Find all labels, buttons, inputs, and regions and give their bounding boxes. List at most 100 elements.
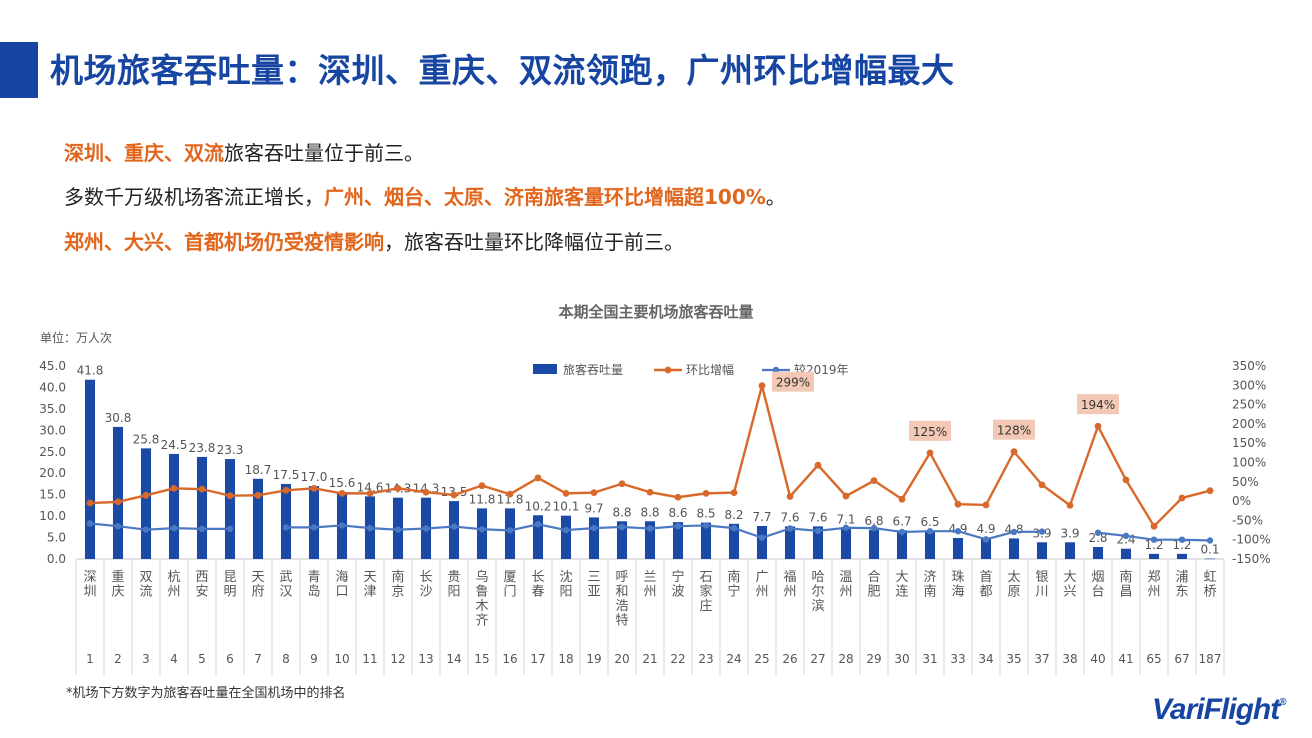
- x-rank-label: 31: [922, 652, 937, 666]
- x-category-label: 府: [251, 585, 264, 600]
- x-rank-label: 41: [1118, 652, 1133, 666]
- bar: [448, 501, 460, 559]
- mom-point: [646, 488, 654, 496]
- bar: [168, 453, 180, 559]
- bar: [1008, 538, 1020, 559]
- x-category-label: 南: [923, 584, 936, 600]
- x-category-label: 庄: [699, 598, 712, 614]
- vs2019-point: [394, 526, 402, 533]
- x-category-label: 重: [111, 569, 124, 585]
- x-rank-label: 33: [950, 652, 965, 666]
- x-category-label: 西: [195, 570, 208, 585]
- bar-value-label: 6.8: [864, 514, 883, 528]
- x-rank-label: 5: [198, 652, 206, 666]
- bar: [644, 521, 656, 559]
- x-rank-label: 2: [114, 652, 122, 666]
- y-right-tick: 200%: [1232, 417, 1266, 431]
- x-category-label: 长: [531, 570, 544, 585]
- x-category-label: 大: [895, 570, 908, 585]
- x-rank-label: 11: [362, 652, 377, 666]
- x-category-label: 合: [867, 570, 880, 585]
- vs2019-point: [702, 522, 710, 529]
- mom-point: [366, 489, 374, 497]
- x-category-label: 长: [419, 570, 432, 585]
- x-category-label: 原: [1007, 585, 1020, 600]
- bar: [1204, 558, 1216, 560]
- vs2019-point: [338, 522, 346, 529]
- mom-point: [954, 500, 962, 508]
- bar: [504, 508, 516, 559]
- x-rank-label: 1: [86, 652, 94, 666]
- vs2019-point: [618, 523, 626, 531]
- mom-point: [898, 495, 906, 503]
- vs2019-point: [982, 536, 990, 543]
- airport-throughput-chart: 本期全国主要机场旅客吞吐量 单位：万人次 旅客吞吐量 环比增幅 较2019年 0.0…: [39, 303, 1271, 675]
- vs2019-point: [758, 534, 766, 541]
- bar-value-label: 10.2: [525, 499, 552, 513]
- x-rank-label: 21: [642, 652, 657, 666]
- x-category-labels: 深圳1重庆2双流3杭州4西安5昆明6天府7武汉8青岛9海口10天津11南京12长…: [83, 569, 1221, 666]
- x-rank-label: 30: [894, 652, 909, 666]
- x-category-label: 首: [979, 570, 992, 585]
- bar-value-label: 41.8: [77, 364, 104, 378]
- x-rank-label: 38: [1062, 652, 1077, 666]
- mom-point: [1178, 494, 1186, 502]
- legend-bar-label: 旅客吞吐量: [563, 362, 623, 377]
- bar: [476, 508, 488, 559]
- x-category-label: 流: [139, 585, 152, 600]
- bar-value-label: 14.6: [357, 480, 384, 494]
- bar-value-label: 0.1: [1200, 543, 1219, 557]
- x-category-label: 州: [755, 585, 768, 600]
- vs2019-point: [562, 526, 570, 534]
- x-category-label: 沙: [419, 585, 432, 600]
- vs2019-point: [226, 525, 234, 533]
- mom-point: [254, 491, 262, 499]
- x-rank-label: 187: [1199, 652, 1222, 666]
- callout-box: [1077, 394, 1119, 415]
- x-category-label: 汉: [279, 585, 292, 600]
- bar: [812, 526, 824, 559]
- x-category-label: 昆: [223, 570, 236, 585]
- vs2019-point: [590, 524, 598, 532]
- bar-value-label: 8.8: [612, 505, 631, 519]
- x-category-label: 尔: [811, 585, 824, 600]
- x-category-label: 州: [783, 585, 796, 600]
- x-category-label: 乌: [475, 569, 488, 585]
- legend-2019-dot: [772, 366, 780, 374]
- y-right-tick: 350%: [1232, 359, 1266, 373]
- vs2019-point: [534, 521, 542, 528]
- x-category-label: 木: [475, 599, 488, 614]
- vs2019-point: [142, 526, 150, 533]
- x-rank-label: 7: [254, 652, 262, 666]
- x-rank-label: 8: [282, 652, 290, 666]
- x-rank-label: 28: [838, 652, 853, 666]
- callout-label: 299%: [776, 376, 810, 390]
- y-right-tick: -50%: [1232, 513, 1263, 527]
- x-category-label: 明: [223, 585, 236, 600]
- vs2019-point: [506, 527, 514, 534]
- y-left-tick: 0.0: [47, 552, 66, 566]
- x-category-label: 宁: [727, 584, 740, 600]
- y-left-tick: 5.0: [47, 531, 66, 545]
- vs2019-point: [366, 524, 374, 532]
- x-category-label: 阳: [447, 585, 460, 600]
- mom-point: [674, 493, 682, 501]
- bar: [896, 530, 908, 559]
- y-left-tick: 30.0: [39, 423, 66, 437]
- x-category-label: 太: [1007, 570, 1020, 585]
- mom-point: [478, 482, 486, 490]
- x-rank-label: 22: [670, 652, 685, 666]
- x-category-label: 鲁: [475, 585, 488, 600]
- x-category-label: 沈: [559, 570, 572, 585]
- x-category-label: 福: [783, 570, 796, 585]
- bar-value-label: 23.8: [189, 441, 216, 455]
- mom-point: [170, 484, 178, 492]
- x-rank-label: 37: [1034, 652, 1049, 666]
- bar-value-label: 1.2: [1172, 538, 1191, 552]
- vs2019-point: [898, 528, 906, 536]
- x-rank-label: 23: [698, 652, 713, 666]
- x-rank-label: 18: [558, 652, 573, 666]
- bar: [224, 459, 236, 559]
- x-rank-label: 6: [226, 652, 234, 666]
- x-category-label: 兰: [643, 570, 656, 585]
